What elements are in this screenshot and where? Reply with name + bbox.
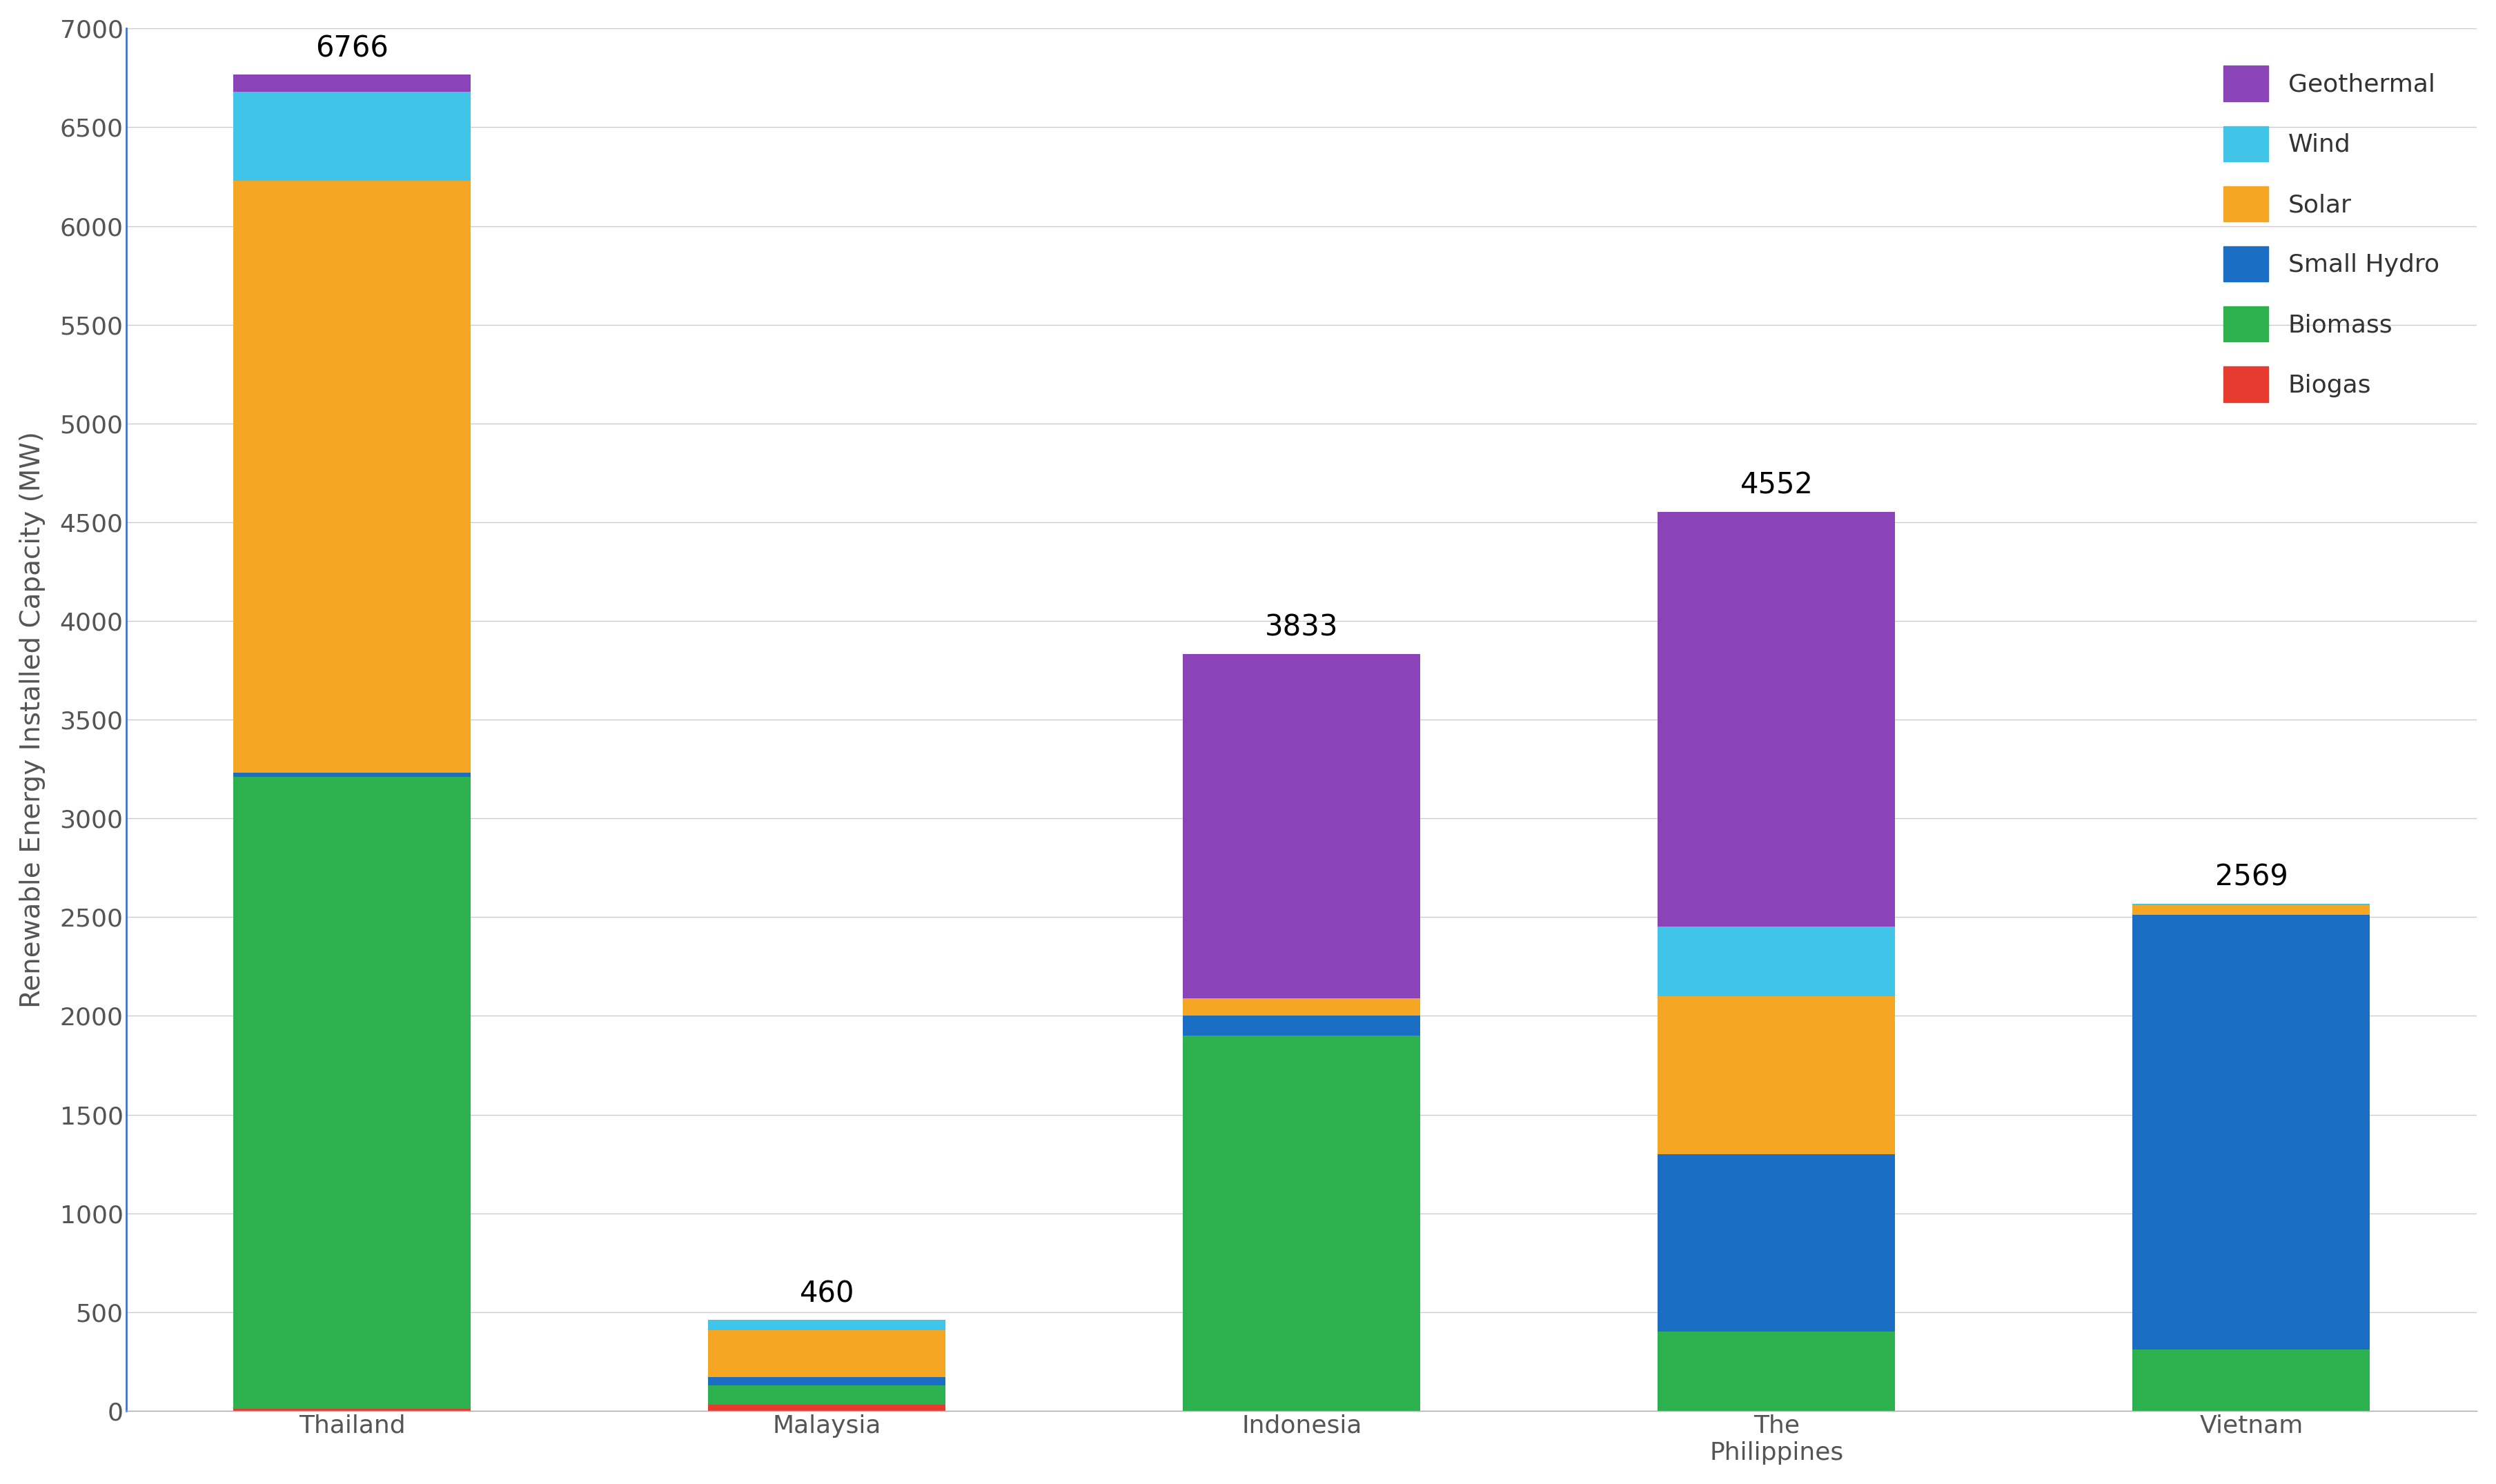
Text: 2569: 2569 — [2214, 862, 2289, 892]
Bar — [235, 773, 472, 778]
Bar — [709, 1319, 946, 1330]
Bar — [2132, 916, 2371, 1349]
Bar — [235, 778, 472, 1408]
Text: 6766: 6766 — [314, 34, 389, 62]
Bar — [2132, 1349, 2371, 1411]
Y-axis label: Renewable Energy Installed Capacity (MW): Renewable Energy Installed Capacity (MW) — [20, 432, 45, 1008]
Bar — [1657, 1331, 1894, 1411]
Text: 3833: 3833 — [1265, 613, 1338, 643]
Bar — [1183, 999, 1420, 1017]
Bar — [1657, 512, 1894, 926]
Bar — [709, 1330, 946, 1377]
Legend: Geothermal, Wind, Solar, Small Hydro, Biomass, Biogas: Geothermal, Wind, Solar, Small Hydro, Bi… — [2199, 42, 2464, 427]
Bar — [709, 1405, 946, 1411]
Bar — [1183, 654, 1420, 999]
Bar — [2132, 905, 2371, 916]
Bar — [235, 181, 472, 773]
Bar — [1657, 926, 1894, 996]
Bar — [709, 1385, 946, 1405]
Bar — [2132, 904, 2371, 905]
Bar — [235, 74, 472, 92]
Bar — [235, 92, 472, 181]
Bar — [1657, 996, 1894, 1155]
Bar — [1183, 1036, 1420, 1411]
Text: 4552: 4552 — [1740, 470, 1812, 500]
Bar — [1657, 1155, 1894, 1331]
Bar — [235, 1408, 472, 1411]
Text: 460: 460 — [799, 1279, 854, 1309]
Bar — [1183, 1017, 1420, 1036]
Bar — [709, 1377, 946, 1385]
